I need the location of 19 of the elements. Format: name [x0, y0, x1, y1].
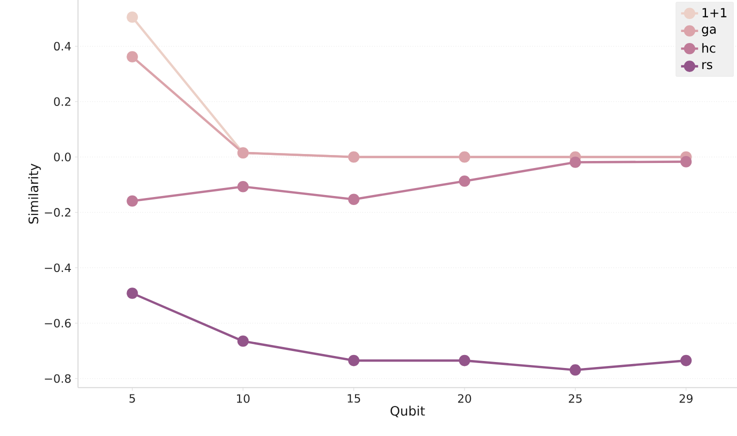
- legend-label: hc: [702, 43, 716, 53]
- y-tick-label: −0.8: [44, 374, 71, 383]
- y-tick-label: 0.2: [54, 97, 70, 106]
- x-tick-label: 25: [568, 394, 582, 403]
- y-tick-label: −0.2: [44, 208, 70, 217]
- legend-label: ga: [702, 26, 716, 36]
- y-tick-label: 0.4: [54, 42, 71, 51]
- y-axis-title: Similarity: [28, 164, 41, 224]
- x-axis-title: Qubit: [390, 406, 425, 418]
- x-tick-label: 10: [237, 394, 250, 403]
- legend-label: 1+1: [702, 8, 726, 18]
- y-tick-label: −0.4: [44, 263, 71, 272]
- x-tick-label: 29: [680, 394, 693, 403]
- y-tick-label: −0.6: [44, 318, 71, 328]
- x-tick-label: 15: [348, 394, 360, 403]
- x-tick-label: 20: [458, 394, 472, 403]
- x-tick-label: 5: [130, 394, 135, 403]
- y-tick-label: 0.0: [54, 152, 71, 162]
- legend-label: rs: [702, 62, 712, 70]
